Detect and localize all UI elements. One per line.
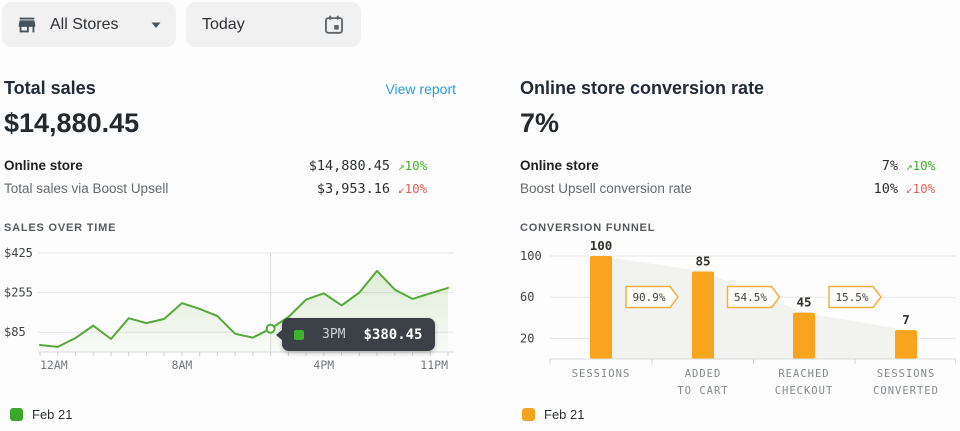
conversion-chip [625, 285, 679, 309]
metric-label: Total sales via Boost Upsell [4, 181, 169, 196]
sales-over-time-chart[interactable]: $85 $255 $425 12AM 8AM 4PM 11PM [4, 241, 456, 381]
y-axis-label: $85 [4, 325, 26, 339]
hover-point [265, 323, 276, 334]
metric-change-down: ↙10% [906, 181, 936, 196]
total-sales-title: Total sales [4, 78, 96, 98]
metric-row-online-store-rate: Online store 7% ↗10% [520, 154, 956, 177]
metric-row-boost-upsell: Total sales via Boost Upsell $3,953.16 ↙… [4, 177, 456, 200]
date-selector-label: Today [202, 15, 245, 33]
x-axis-label: 4PM [313, 358, 334, 372]
tooltip-time: 3PM [322, 327, 346, 342]
y-axis-label: 100 [520, 249, 542, 263]
category-label: CONVERTED [873, 385, 939, 397]
metric-change-up: ↗10% [398, 158, 428, 173]
legend-swatch-orange [522, 408, 535, 421]
funnel-bar [590, 256, 612, 359]
conversion-rate-panel: Online store conversion rate 7% Online s… [520, 78, 956, 401]
funnel-bar [692, 271, 714, 359]
bar-value-label: 45 [796, 295, 811, 310]
legend-label: Feb 21 [32, 407, 73, 422]
funnel-chart-wrap: 100 60 20 100 85 45 7 90.9% 54.5% 15.5% SESSIONS AD… [520, 241, 956, 401]
sales-legend: Feb 21 [10, 407, 72, 422]
conversion-chip-label: 15.5% [835, 291, 868, 304]
bar-value-label: 7 [902, 312, 910, 327]
metric-row-boost-upsell-rate: Boost Upsell conversion rate 10% ↙10% [520, 177, 956, 200]
total-sales-value: $14,880.45 [4, 108, 140, 138]
metric-change-up: ↗10% [906, 158, 936, 173]
tooltip-swatch [294, 329, 304, 340]
sales-line [39, 269, 449, 348]
legend-swatch-green [10, 408, 23, 421]
tooltip-value: $380.45 [363, 326, 423, 343]
funnel-bar [793, 312, 815, 359]
metric-row-online-store: Online store $14,880.45 ↗10% [4, 154, 456, 177]
conversion-rate-value: 7% [520, 108, 560, 138]
arrow-up-icon: ↗ [906, 160, 913, 173]
y-axis-label: 60 [520, 290, 534, 304]
metric-value: $14,880.45 [308, 157, 390, 174]
category-label: CHECKOUT [775, 385, 834, 397]
bar-value-label: 100 [590, 241, 613, 253]
sales-over-time-heading: SALES OVER TIME [4, 222, 117, 234]
store-selector-button[interactable]: All Stores [2, 2, 176, 47]
metric-value: 7% [881, 157, 898, 174]
funnel-bar [895, 330, 917, 359]
category-label: TO CART [677, 385, 728, 397]
total-sales-panel: Total sales View report $14,880.45 Onlin… [4, 78, 456, 381]
category-label: SESSIONS [572, 368, 631, 380]
conversion-funnel-heading: CONVERSION FUNNEL [520, 222, 656, 234]
funnel-legend: Feb 21 [522, 407, 584, 422]
store-selector-label: All Stores [50, 15, 119, 33]
conversion-rate-title: Online store conversion rate [520, 78, 765, 98]
category-label: SESSIONS [877, 368, 936, 380]
conversion-chip-label: 90.9% [632, 291, 665, 304]
arrow-up-icon: ↗ [398, 160, 405, 173]
storefront-icon [18, 17, 36, 32]
category-label: ADDED [685, 368, 722, 380]
category-label: REACHED [778, 368, 829, 380]
metric-value: $3,953.16 [316, 180, 390, 197]
arrow-down-icon: ↙ [398, 183, 405, 196]
conversion-metrics: Online store 7% ↗10% Boost Upsell conver… [520, 154, 956, 200]
conversion-chip [726, 285, 781, 309]
metric-label: Online store [520, 158, 599, 173]
y-axis-label: $255 [4, 286, 33, 300]
legend-label: Feb 21 [544, 407, 585, 422]
y-axis-label: 20 [520, 331, 534, 345]
bar-value-label: 85 [695, 253, 710, 268]
calendar-icon [325, 15, 343, 34]
arrow-down-icon: ↙ [906, 183, 913, 196]
metric-change-down: ↙10% [398, 181, 428, 196]
metric-label: Online store [4, 158, 83, 173]
conversion-chip-label: 54.5% [734, 291, 767, 304]
x-axis-label: 11PM [420, 358, 448, 372]
topbar: All Stores Today [0, 0, 960, 50]
chevron-down-icon [151, 22, 161, 28]
chart-tooltip: 3PM $380.45 [276, 318, 435, 351]
sales-chart-wrap: $85 $255 $425 12AM 8AM 4PM 11PM 3PM $380.45 [4, 241, 456, 381]
view-report-link[interactable]: View report [385, 81, 456, 97]
total-sales-metrics: Online store $14,880.45 ↗10% Total sales… [4, 154, 456, 200]
metric-label: Boost Upsell conversion rate [520, 181, 692, 196]
conversion-funnel-chart[interactable]: 100 60 20 100 85 45 7 90.9% 54.5% 15.5% SESSIONS AD… [520, 241, 956, 401]
x-axis-label: 8AM [172, 358, 193, 372]
y-axis-label: $425 [4, 246, 33, 260]
conversion-chip [828, 285, 882, 309]
metric-value: 10% [873, 180, 898, 197]
date-selector-button[interactable]: Today [186, 2, 361, 47]
x-axis-label: 12AM [40, 358, 68, 372]
